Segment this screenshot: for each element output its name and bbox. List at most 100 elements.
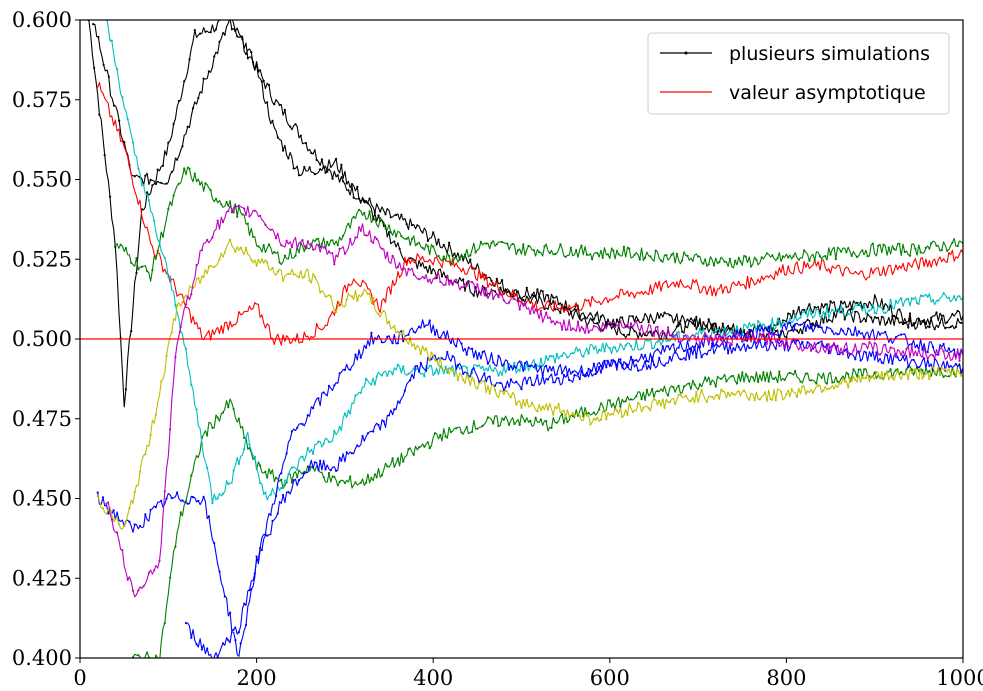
series-point [651,387,654,391]
series-point [705,400,709,403]
series-point [199,183,202,186]
series-point [508,423,511,426]
series-point [361,198,364,201]
series-point [349,237,352,241]
series-point [471,430,474,433]
series-point [368,210,371,213]
series-point [324,295,327,298]
series-point [154,413,157,416]
series-point [433,432,437,435]
series-point [338,247,341,250]
series-point [271,266,274,270]
series-point [697,255,700,258]
series-point [229,238,232,241]
series-point [460,342,463,345]
series-point [661,345,664,348]
series-point [161,164,165,167]
series-point [184,347,188,350]
legend-box [647,32,950,115]
series-point [707,318,710,321]
series-point [584,316,587,319]
series-point [303,472,306,475]
series-point [603,324,606,327]
series-point [741,371,744,374]
series-point [938,321,942,324]
series-point [501,240,504,244]
series-point [280,244,283,247]
series-point [479,240,482,243]
series-point [780,340,783,343]
series-point [894,355,898,358]
series-point [647,321,650,324]
series-point [525,398,528,402]
series-point [221,642,225,645]
series-point [937,299,940,302]
series-point [688,348,691,351]
series-point [488,375,491,378]
series-point [425,347,428,350]
series-point [668,355,671,359]
series-point [357,208,361,211]
series-point [269,493,272,496]
series-point [935,244,938,247]
series-point [366,432,369,435]
series-point [566,328,569,331]
series-point [663,311,666,314]
series-point [372,297,375,300]
series-point [430,358,433,361]
series-point [545,355,548,358]
series-point [149,508,152,511]
series-point [900,333,903,336]
series-point [930,316,933,319]
series-point [465,284,468,287]
series-point [795,395,799,398]
series-point [102,63,105,66]
series-point [825,326,829,329]
series-point [437,238,440,241]
series-point [504,386,507,389]
series-point [700,328,703,331]
series-point [730,375,733,378]
series-point [297,174,301,177]
series-point [460,431,463,434]
series-point [181,499,184,502]
series-point [188,167,191,170]
series-point [741,339,744,343]
series-point [153,219,156,222]
series-point [126,118,129,121]
series-point [518,369,521,372]
series-point [891,375,894,379]
series-point [169,428,172,431]
series-point [465,366,468,369]
series-point [921,369,924,372]
series-point [933,371,936,374]
series-point [195,643,198,646]
series-point [591,258,594,261]
series-point [380,247,384,250]
series-point [317,397,320,400]
series-point [661,339,664,342]
series-point [177,99,180,103]
series-point [711,342,714,345]
series-point [778,320,781,323]
series-point [771,254,774,257]
series-point [149,434,152,437]
series-point [628,333,631,336]
series-point [751,376,754,379]
series-point [497,354,500,357]
series-point [280,486,283,490]
series-point [460,286,463,289]
series-point [490,279,493,282]
series-point [161,235,165,238]
series-point [880,371,883,374]
series-point [958,295,961,298]
series-point [787,312,790,315]
series-point [218,258,221,261]
y-tick-label: 0.600 [12,8,72,32]
series-point [847,327,850,330]
series-point [338,480,341,483]
series-point [393,240,396,243]
series-point [158,240,161,243]
series-point [188,58,191,61]
series-point [859,359,862,362]
